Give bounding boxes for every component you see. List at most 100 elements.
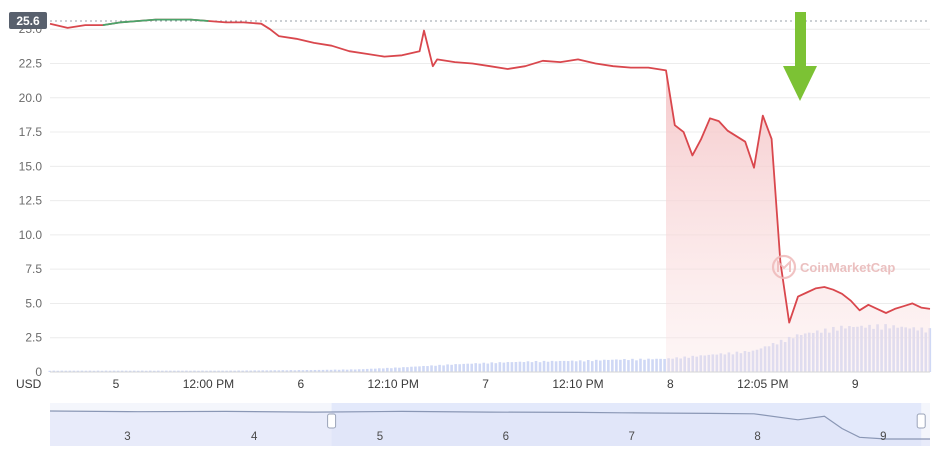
- volume-bar: [386, 367, 389, 372]
- volume-bar: [56, 370, 60, 372]
- volume-bar: [72, 370, 76, 372]
- navigator[interactable]: 3 4 5 6 7 8 9: [49, 403, 930, 446]
- volume-bar: [603, 359, 606, 372]
- volume-bar: [659, 358, 662, 372]
- x-tick-label: 6: [297, 377, 304, 391]
- y-tick-label: 5.0: [25, 296, 42, 310]
- y-tick-label: 20.0: [19, 91, 43, 105]
- volume-bar: [181, 370, 184, 372]
- volume-bar: [566, 361, 570, 372]
- volume-bar: [325, 369, 329, 372]
- x-tick-label: 12:10 PM: [368, 377, 419, 391]
- coinmarketcap-logo-icon: [771, 254, 797, 280]
- volume-bar: [546, 361, 550, 372]
- volume-bar: [92, 370, 96, 372]
- price-line: [49, 18, 931, 324]
- x-tick-label: 12:10 PM: [552, 377, 603, 391]
- volume-bar: [607, 359, 610, 372]
- volume-bar: [530, 362, 534, 372]
- volume-bar: [317, 369, 321, 372]
- volume-bar: [313, 369, 317, 372]
- volume-bar: [599, 360, 602, 372]
- volume-bar: [201, 370, 204, 372]
- navigator-tick-label: 7: [628, 431, 634, 443]
- volume-bar: [48, 370, 52, 372]
- volume-bar: [574, 361, 578, 372]
- volume-bar: [594, 359, 598, 372]
- y-tick-label: 10.0: [19, 228, 43, 242]
- volume-bar: [434, 365, 437, 372]
- volume-bar: [430, 365, 433, 372]
- volume-bar: [482, 362, 486, 372]
- volume-bar: [52, 370, 56, 372]
- volume-bar: [333, 369, 337, 372]
- volume-bar: [578, 360, 582, 372]
- volume-bar: [526, 361, 530, 372]
- navigator-tick-label: 5: [377, 431, 383, 443]
- volume-bar: [269, 370, 273, 372]
- volume-bar: [490, 362, 494, 372]
- volume-bar: [321, 369, 325, 372]
- volume-bar: [120, 370, 124, 372]
- volume-bar: [241, 370, 244, 372]
- y-tick-label: 15.0: [19, 159, 43, 173]
- volume-bar: [663, 358, 666, 372]
- volume-bar: [337, 369, 341, 372]
- volume-bar: [148, 370, 152, 372]
- volume-bar: [647, 358, 650, 372]
- y-tick-label: 12.5: [19, 194, 43, 208]
- watermark-text: CoinMarketCap: [800, 260, 895, 275]
- volume-bar: [165, 370, 168, 372]
- volume-bar: [494, 363, 498, 372]
- volume-bar: [518, 361, 522, 372]
- navigator-tick-label: 3: [124, 431, 130, 443]
- current-price-badge-text: 25.6: [16, 14, 40, 28]
- volume-bar: [197, 370, 200, 372]
- volume-bar: [273, 370, 277, 372]
- y-tick-label: 2.5: [25, 331, 42, 345]
- navigator-tick-label: 6: [503, 431, 509, 443]
- navigator-area: [50, 411, 930, 446]
- volume-bar: [341, 369, 345, 372]
- volume-bar: [293, 370, 297, 372]
- volume-bar: [361, 369, 365, 372]
- volume-bar: [558, 360, 562, 372]
- volume-bar: [221, 370, 224, 372]
- volume-bar: [639, 358, 642, 372]
- price-line-up-segment: [102, 18, 209, 26]
- volume-bar: [382, 368, 385, 372]
- volume-bar: [156, 370, 160, 372]
- volume-bar: [144, 370, 148, 372]
- volume-bar: [426, 366, 429, 372]
- price-line-path: [49, 18, 931, 324]
- volume-bar: [438, 364, 441, 372]
- volume-bar: [88, 370, 92, 372]
- green-arrow-icon: [783, 12, 817, 101]
- volume-bar: [108, 370, 112, 372]
- watermark: CoinMarketCap: [771, 254, 895, 280]
- volume-bar: [390, 368, 393, 372]
- y-tick-label: 17.5: [19, 125, 43, 139]
- volume-bar: [68, 370, 72, 372]
- volume-bar: [365, 368, 369, 372]
- volume-bar: [502, 362, 506, 372]
- volume-bar: [514, 362, 518, 372]
- x-tick-label: 5: [113, 377, 120, 391]
- volume-bar: [631, 358, 634, 372]
- volume-bar: [373, 368, 377, 372]
- volume-bar: [245, 370, 248, 372]
- volume-bar: [369, 368, 373, 372]
- volume-bar: [414, 366, 417, 372]
- volume-bar: [297, 370, 301, 372]
- volume-bar: [116, 370, 120, 372]
- volume-bar: [418, 366, 421, 372]
- volume-bar: [229, 370, 232, 372]
- volume-bar: [301, 370, 305, 372]
- volume-bar: [538, 362, 542, 372]
- navigator-tick-label: 8: [754, 431, 760, 443]
- volume-bar: [353, 369, 357, 372]
- volume-bar: [474, 363, 478, 372]
- volume-bar: [261, 370, 265, 372]
- volume-bar: [76, 370, 80, 372]
